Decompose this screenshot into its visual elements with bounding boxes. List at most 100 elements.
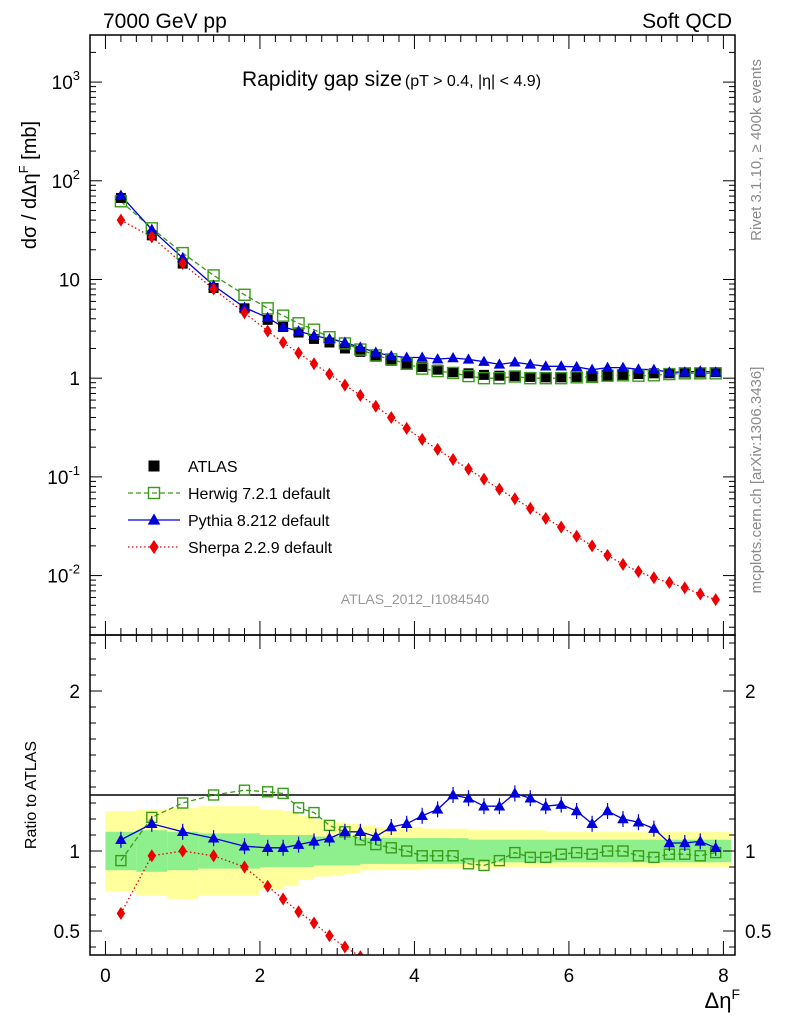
main-sherpa-point	[695, 587, 705, 601]
ratio-pythia-point	[238, 840, 251, 851]
analysis-id: ATLAS_2012_I1084540	[341, 591, 490, 607]
main-herwig-point	[477, 371, 491, 385]
ratio-herwig-point	[385, 842, 397, 854]
ratio-herwig-point	[401, 845, 413, 857]
ratio-sherpa-point	[147, 849, 157, 863]
main-herwig-point	[431, 364, 444, 378]
ratio-pythia-point	[648, 822, 660, 833]
ratio-herwig-point	[416, 850, 428, 862]
ratio-herwig-point	[277, 787, 289, 800]
ratio-y-tick-label: 2	[69, 682, 80, 703]
x-tick-label: 4	[409, 966, 420, 987]
ratio-herwig-point	[524, 851, 536, 864]
main-pythia-point	[632, 363, 645, 374]
main-pythia-point	[462, 353, 475, 364]
main-atlas-point	[540, 372, 551, 383]
ratio-sherpa-point	[309, 916, 319, 930]
ratio-pythia-point	[617, 813, 629, 824]
main-atlas-point	[463, 368, 474, 379]
main-pythia-point	[617, 361, 629, 372]
main-sherpa-point	[417, 432, 427, 446]
main-y-tick-label: 1	[69, 369, 80, 390]
ratio-y-tick-label-right: 0.5	[745, 922, 771, 943]
main-herwig-point	[539, 371, 552, 385]
main-sherpa-point	[680, 581, 690, 595]
x-tick-label: 8	[718, 966, 729, 987]
ratio-pythia-point	[339, 825, 351, 837]
ratio-herwig-point	[570, 846, 583, 859]
ratio-pythia-point	[370, 830, 382, 841]
main-sherpa-point	[572, 529, 581, 543]
main-pythia-point	[709, 366, 722, 377]
main-atlas-point	[401, 358, 412, 369]
main-herwig-point	[570, 371, 583, 384]
main-sherpa-point	[479, 472, 489, 486]
x-tick-label: 0	[100, 966, 111, 987]
ratio-sherpa-point	[278, 892, 288, 906]
ratio-frame	[89, 634, 736, 956]
main-herwig-point	[554, 371, 568, 385]
main-sherpa-point	[510, 492, 520, 506]
main-sherpa-point	[587, 539, 597, 553]
main-atlas-point	[571, 371, 582, 382]
main-panel: 10-2 10-1 1 10 102 103 Rapidity gap size (pT >…	[47, 34, 736, 636]
main-y-tick-label: 103	[52, 68, 80, 94]
ratio-herwig-point	[447, 850, 459, 862]
legend-pythia-marker	[147, 513, 161, 525]
ratio-pythia-point	[524, 792, 537, 803]
main-sherpa-point	[711, 593, 720, 607]
ratio-sherpa-point	[178, 844, 187, 858]
main-y-label: dσ / dΔηF [mb]	[16, 121, 41, 249]
main-sherpa-point	[526, 501, 535, 515]
main-sherpa-point	[402, 421, 411, 435]
ratio-pythia-point	[709, 841, 722, 853]
ratio-herwig-point	[555, 848, 567, 860]
main-sherpa-point	[263, 324, 272, 338]
main-sherpa-point	[340, 378, 350, 392]
main-pythia-point	[370, 346, 382, 357]
legend-pythia-label: Pythia 8.212 default	[188, 513, 330, 530]
ratio-herwig-point	[292, 802, 305, 814]
main-sherpa-point	[556, 520, 566, 534]
main-pythia-point	[493, 358, 506, 369]
main-sherpa-point	[240, 306, 249, 320]
ratio-panel: 0 2 4 6 8 0.5 0.5 1 1 2 2	[54, 634, 771, 987]
ratio-pythia-point	[354, 825, 367, 837]
ratio-herwig-point	[509, 846, 521, 859]
main-sherpa-point	[541, 511, 550, 525]
ratio-y-tick-label-right: 1	[745, 842, 756, 863]
legend-atlas-label: ATLAS	[188, 459, 238, 476]
x-axis-label: ΔηF	[705, 986, 741, 1013]
legend-herwig-label: Herwig 7.2.1 default	[188, 486, 331, 503]
ratio-pythia-point	[292, 838, 305, 849]
rivet-label: Rivet 3.1.10, ≥ 400k events	[748, 59, 765, 241]
ratio-pythia-point	[462, 792, 475, 803]
main-herwig-point	[415, 362, 429, 375]
main-sherpa-line	[120, 219, 716, 601]
main-atlas-point	[355, 346, 366, 357]
legend-herwig-marker	[147, 486, 161, 500]
main-herwig-point	[508, 370, 522, 383]
main-pythia-point	[509, 356, 521, 367]
ratio-herwig-point	[617, 845, 629, 857]
main-pythia-point	[339, 336, 351, 347]
category-label: Soft QCD	[642, 10, 732, 33]
main-atlas-point	[525, 371, 536, 382]
main-sherpa-point	[178, 257, 187, 271]
ratio-herwig-point	[694, 850, 706, 862]
main-pythia-point	[277, 321, 289, 332]
x-tick-label: 6	[564, 966, 575, 987]
main-herwig-point	[462, 369, 475, 383]
ratio-pythia-point	[431, 803, 444, 814]
ratio-herwig-point	[478, 859, 490, 872]
ratio-y-tick-label: 0.5	[54, 922, 80, 943]
ratio-pythia-point	[586, 817, 598, 829]
ratio-pythia-point	[663, 837, 676, 848]
main-pythia-point	[385, 349, 398, 361]
main-pythia-point	[447, 352, 459, 363]
main-sherpa-point	[448, 453, 458, 467]
source-label: mcplots.cern.ch [arXiv:1306.3436]	[748, 367, 765, 594]
main-y-tick-label: 10-2	[47, 562, 80, 588]
ratio-herwig-point	[632, 850, 645, 862]
ratio-herwig-point	[308, 806, 320, 819]
